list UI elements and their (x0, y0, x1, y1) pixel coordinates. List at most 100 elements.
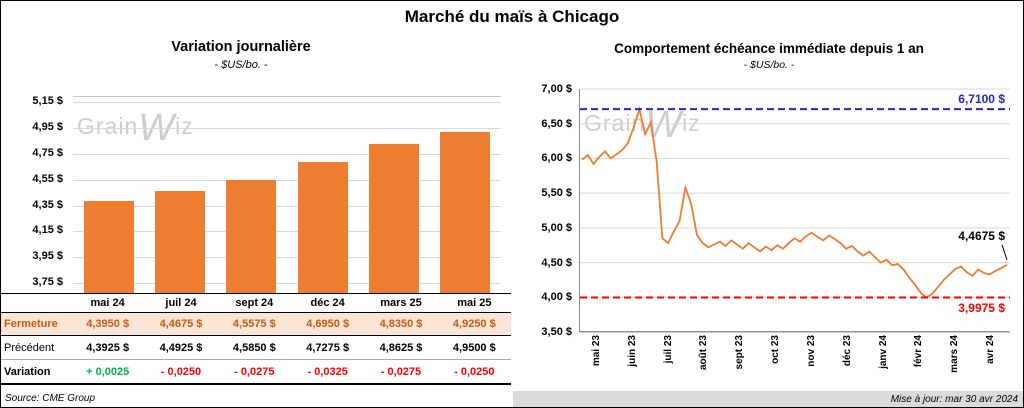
line-chart-svg (580, 88, 1010, 333)
row-label: Précédent (4, 341, 55, 354)
table-cell: 4,8350 $ (379, 318, 423, 330)
table-cell: - 0,0275 (234, 365, 275, 378)
bar-chart-title: Variation journalière (171, 39, 311, 55)
line-y-axis-labels: 3,50 $ 4,00 $ 4,50 $ 5,00 $ 5,50 $ 6,00 $ 6,50… (511, 83, 575, 338)
bar-mai-25 (440, 132, 491, 293)
table-header-row: mai 24 juil 24 sept 24 déc 24 mars 25 mai 25 (1, 293, 511, 313)
x-tick-text: mars 24 (949, 335, 961, 373)
price-table: mai 24 juil 24 sept 24 déc 24 mars 25 mai 25 F… (1, 293, 511, 385)
update-bar: Mise à jour: mar 30 avr 2024 (513, 391, 1023, 407)
y-tick-label: 4,55 $ (32, 172, 63, 185)
x-tick-label: avr 24 (985, 335, 997, 387)
high-value-label: 6,7100 $ (958, 92, 1005, 107)
table-header-cell: mai 24 (90, 297, 125, 309)
x-tick-label: sept 23 (734, 335, 746, 387)
table-header-cell: sept 24 (235, 297, 274, 309)
gridline (73, 231, 501, 233)
table-cell: 4,6950 $ (306, 318, 350, 330)
x-tick-text: août 23 (698, 335, 710, 371)
table-cell: 4,9500 $ (452, 341, 496, 354)
x-tick-label: juin 23 (627, 335, 639, 387)
line-x-axis-labels: mai 23 juin 23 juil 23 août 23 sept 23 oct 23… (579, 335, 1009, 387)
x-tick-label: juil 23 (663, 335, 675, 387)
table-row-precedent: Précédent 4,3925 $ 4,4925 $ 4,5850 $ 4,7275 … (1, 336, 511, 360)
y-tick-label: 5,50 $ (541, 187, 572, 200)
table-cell: - 0,0325 (307, 365, 348, 378)
last-price-leader (1001, 244, 1008, 260)
y-tick-label: 7,00 $ (541, 83, 572, 95)
y-tick-label: 4,75 $ (32, 147, 63, 160)
price-line (581, 105, 1008, 299)
table-header-cell: juil 24 (165, 297, 197, 309)
x-tick-label: mars 24 (949, 335, 961, 387)
x-tick-label: nov 23 (806, 335, 818, 387)
table-cell: 4,3950 $ (86, 318, 130, 330)
grainwiz-watermark: GrainWiz (584, 104, 701, 147)
y-tick-label: 3,95 $ (32, 250, 63, 263)
table-cell: 4,3925 $ (86, 341, 130, 354)
x-tick-label: déc 23 (842, 335, 854, 387)
bar-plot-area (73, 96, 501, 293)
x-tick-text: janv 24 (877, 335, 889, 369)
bar-juil-24 (155, 191, 205, 293)
table-cell: 4,7275 $ (306, 341, 350, 354)
y-tick-label: 5,00 $ (541, 221, 572, 234)
bar-mai-24 (83, 200, 134, 293)
y-tick-label: 6,50 $ (541, 117, 572, 130)
gridline (73, 102, 501, 104)
x-tick-text: mai 23 (590, 335, 602, 367)
y-tick-label: 4,50 $ (541, 256, 572, 269)
table-cell: 4,8625 $ (379, 341, 423, 354)
x-tick-label: oct 23 (770, 335, 782, 387)
watermark-text: iz (682, 110, 701, 136)
table-cell: - 0,0275 (380, 365, 422, 378)
x-tick-label: janv 24 (878, 335, 890, 387)
source-note: Source: CME Group (5, 393, 96, 404)
table-header-cell: mars 25 (380, 297, 422, 309)
row-label: Fermeture (4, 318, 58, 330)
line-plot-area: 6,7100 $ 4,4675 $ 3,9975 $ (579, 88, 1010, 333)
y-tick-label: 6,00 $ (541, 152, 572, 165)
watermark-w: W (138, 107, 176, 149)
x-tick-text: nov 23 (805, 335, 817, 367)
x-tick-text: juil 23 (662, 335, 674, 364)
y-tick-label: 3,50 $ (541, 326, 572, 338)
bar-mars-25 (369, 144, 419, 293)
table-cell: 4,4675 $ (159, 318, 203, 330)
update-text: Mise à jour: mar 30 avr 2024 (890, 394, 1018, 405)
bar-déc-24 (297, 162, 348, 293)
bar-chart-subtitle: - $US/bo. - (214, 59, 268, 71)
x-tick-text: juin 23 (626, 335, 638, 367)
table-cell: + 0,0025 (86, 365, 130, 378)
line-chart-subtitle: - $US/bo. - (743, 59, 795, 71)
x-tick-label: févr 24 (913, 335, 925, 387)
gridline (73, 128, 501, 130)
table-cell: - 0,0250 (160, 365, 202, 378)
gridline (73, 154, 501, 156)
table-cell: - 0,0250 (454, 365, 495, 378)
page-title: Marché du maïs à Chicago (404, 7, 620, 26)
y-tick-label: 5,15 $ (32, 95, 63, 108)
table-header-cell: déc 24 (310, 297, 345, 309)
bar-sept-24 (226, 179, 277, 293)
table-header-cell: mai 25 (457, 297, 492, 309)
gridline (73, 179, 501, 181)
gridline (73, 257, 501, 259)
y-tick-label: 4,15 $ (32, 224, 63, 237)
line-chart-title: Comportement échéance immédiate depuis 1… (614, 41, 924, 56)
x-tick-label: mai 23 (591, 335, 603, 387)
gridline (73, 205, 501, 207)
x-tick-text: févr 24 (913, 335, 925, 368)
table-cell: 4,4925 $ (159, 341, 203, 354)
last-value-label: 4,4675 $ (958, 228, 1005, 243)
y-tick-label: 4,35 $ (32, 198, 63, 211)
gridline (73, 282, 501, 284)
watermark-text: Grain (77, 113, 139, 139)
table-cell: 4,5575 $ (232, 318, 276, 330)
bar-y-axis-labels: 3,75 $ 3,95 $ 4,15 $ 4,35 $ 4,55 $ 4,75 $ 4,95… (1, 95, 67, 293)
y-tick-label: 4,95 $ (32, 121, 63, 134)
table-row-fermeture: Fermeture 4,3950 $ 4,4675 $ 4,5575 $ 4,6950 … (1, 313, 511, 336)
row-label: Variation (4, 365, 51, 378)
x-tick-text: oct 23 (770, 335, 782, 364)
